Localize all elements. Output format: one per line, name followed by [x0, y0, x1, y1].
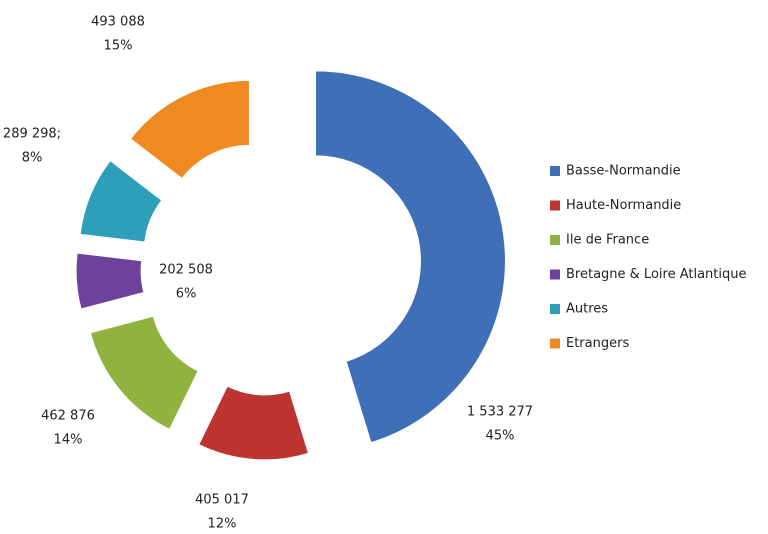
data-label-value: 462 876: [41, 409, 95, 424]
legend-swatch: [550, 200, 560, 211]
doughnut-segment: [75, 252, 145, 310]
legend-swatch: [550, 269, 560, 280]
legend-label: Autres: [566, 302, 608, 317]
legend-label: Basse-Normandie: [566, 164, 681, 179]
data-label-percent: 15%: [104, 39, 133, 54]
legend-swatch: [550, 304, 560, 314]
doughnut-segment: [198, 385, 310, 461]
doughnut-segment: [314, 70, 506, 444]
legend-swatch: [550, 166, 560, 176]
data-label-percent: 45%: [486, 429, 515, 444]
data-label-percent: 6%: [176, 287, 197, 302]
data-label-percent: 12%: [208, 517, 237, 532]
legend-label: Etrangers: [566, 336, 629, 351]
legend-label: Ile de France: [566, 233, 649, 248]
legend-swatch: [550, 338, 560, 349]
data-label-value: 1 533 277: [467, 405, 533, 420]
data-label-value: 202 508: [159, 263, 213, 278]
legend-label: Haute-Normandie: [566, 198, 681, 213]
doughnut-segment: [129, 79, 250, 180]
data-label-percent: 8%: [22, 151, 43, 166]
data-label-value: 405 017: [195, 493, 249, 508]
data-label-value: 289 298;: [3, 127, 61, 142]
legend-label: Bretagne & Loire Atlantique: [566, 267, 746, 282]
doughnut-segment: [89, 315, 199, 431]
legend-swatch: [550, 235, 560, 245]
data-label-percent: 14%: [54, 433, 83, 448]
doughnut-segment: [79, 159, 163, 243]
data-label-value: 493 088: [91, 15, 145, 30]
